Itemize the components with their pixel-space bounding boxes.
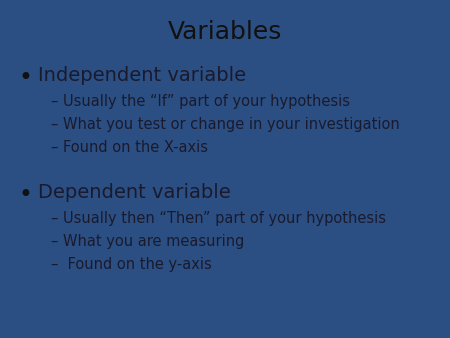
Text: Independent variable: Independent variable [38, 66, 246, 85]
Text: Variables: Variables [168, 20, 282, 44]
Text: Dependent variable: Dependent variable [38, 183, 231, 202]
Text: – What you are measuring: – What you are measuring [51, 234, 244, 249]
Text: •: • [18, 183, 32, 207]
Text: – What you test or change in your investigation: – What you test or change in your invest… [51, 117, 400, 132]
Text: – Usually then “Then” part of your hypothesis: – Usually then “Then” part of your hypot… [51, 211, 386, 226]
Text: – Found on the X-axis: – Found on the X-axis [51, 140, 208, 155]
Text: – Usually the “If” part of your hypothesis: – Usually the “If” part of your hypothes… [51, 94, 350, 109]
Text: –  Found on the y-axis: – Found on the y-axis [51, 257, 212, 272]
Text: •: • [18, 66, 32, 90]
